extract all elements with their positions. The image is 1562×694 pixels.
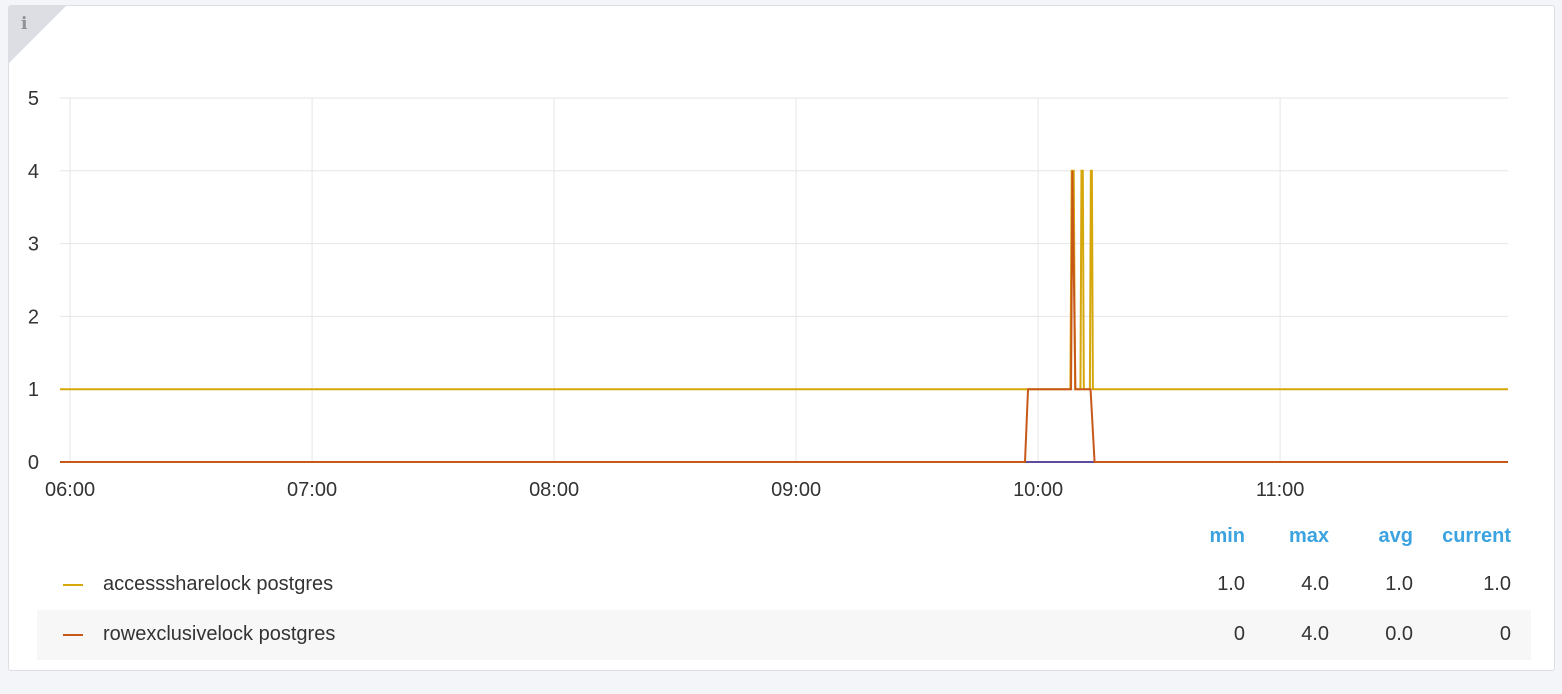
y-tick-label: 4 bbox=[28, 161, 39, 183]
legend-row[interactable]: rowexclusivelock postgres 0 4.0 0.0 0 bbox=[37, 610, 1531, 660]
line-chart: 0 1 2 3 4 5 06:00 07:00 08:00 09:00 10:00 11:00 bbox=[28, 88, 1508, 501]
legend-col-min[interactable]: min bbox=[1209, 525, 1245, 547]
series-line bbox=[60, 170, 1508, 463]
stat-avg: 0.0 bbox=[1385, 623, 1413, 645]
x-tick-label: 08:00 bbox=[529, 479, 579, 501]
x-tick-label: 06:00 bbox=[45, 479, 95, 501]
graph-panel: i 0 1 2 3 4 5 06:00 07:00 08:00 09:00 10:00 11:00 m… bbox=[8, 5, 1555, 671]
legend-row[interactable]: accesssharelock postgres 1.0 4.0 1.0 1.0 bbox=[37, 560, 1531, 610]
series-name[interactable]: rowexclusivelock postgres bbox=[103, 623, 336, 645]
stat-avg: 1.0 bbox=[1385, 573, 1413, 595]
legend-col-current[interactable]: current bbox=[1442, 525, 1511, 547]
legend-header: min max avg current bbox=[37, 518, 1531, 560]
stat-current: 0 bbox=[1499, 623, 1511, 645]
stat-max: 4.0 bbox=[1301, 573, 1329, 595]
x-tick-label: 10:00 bbox=[1013, 479, 1063, 501]
series-swatch bbox=[63, 584, 83, 586]
stat-current: 1.0 bbox=[1483, 573, 1511, 595]
y-tick-label: 1 bbox=[28, 379, 39, 401]
series-name[interactable]: accesssharelock postgres bbox=[103, 573, 334, 595]
info-icon[interactable]: i bbox=[21, 14, 28, 34]
y-tick-label: 0 bbox=[28, 452, 39, 474]
info-corner[interactable] bbox=[9, 6, 66, 63]
y-tick-label: 5 bbox=[28, 88, 39, 110]
series-line bbox=[60, 169, 1508, 391]
legend: min max avg current accesssharelock post… bbox=[37, 518, 1531, 660]
x-tick-label: 07:00 bbox=[287, 479, 337, 501]
y-tick-label: 2 bbox=[28, 306, 39, 328]
legend-col-max[interactable]: max bbox=[1288, 525, 1329, 547]
y-tick-label: 3 bbox=[28, 234, 39, 256]
stat-min: 1.0 bbox=[1217, 573, 1245, 595]
series-swatch bbox=[63, 634, 83, 636]
legend-col-avg[interactable]: avg bbox=[1378, 525, 1413, 547]
stat-min: 0 bbox=[1233, 623, 1245, 645]
x-tick-label: 11:00 bbox=[1256, 479, 1305, 501]
x-tick-label: 09:00 bbox=[771, 479, 821, 501]
stat-max: 4.0 bbox=[1301, 623, 1329, 645]
